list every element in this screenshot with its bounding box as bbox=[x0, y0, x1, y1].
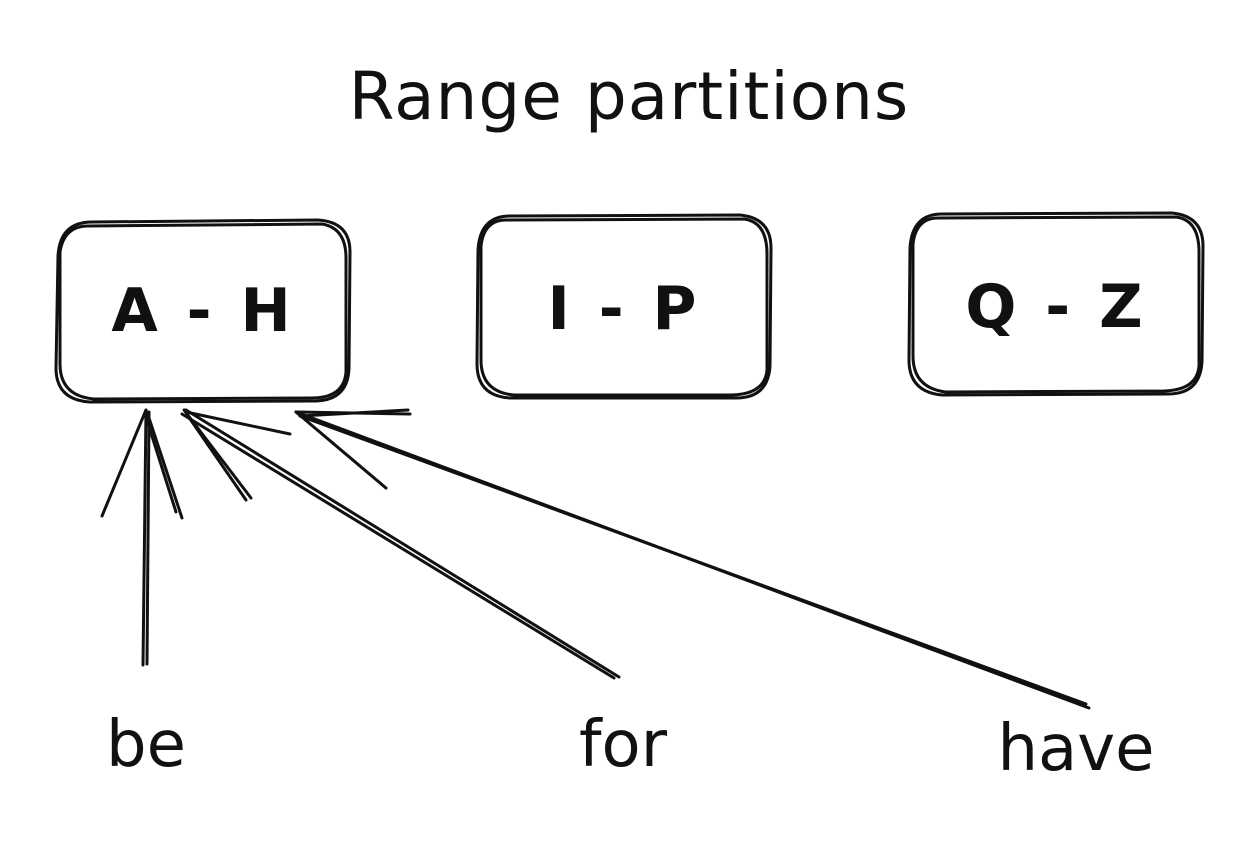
partition-box-a-h bbox=[54, 218, 352, 404]
word-for: for bbox=[579, 708, 667, 782]
arrow-be-to-a-h bbox=[100, 408, 184, 667]
word-have: have bbox=[997, 712, 1155, 786]
word-be: be bbox=[106, 708, 186, 782]
arrow-for-to-a-h bbox=[180, 408, 621, 680]
diagram-title: Range partitions bbox=[348, 58, 910, 135]
partition-label-a-h: A - H bbox=[111, 276, 295, 346]
partition-box-q-z bbox=[907, 211, 1205, 397]
partition-label-q-z: Q - Z bbox=[965, 272, 1147, 342]
partition-box-i-p bbox=[475, 213, 773, 400]
arrow-have-to-a-h bbox=[294, 408, 1091, 710]
partition-label-i-p: I - P bbox=[547, 274, 701, 344]
